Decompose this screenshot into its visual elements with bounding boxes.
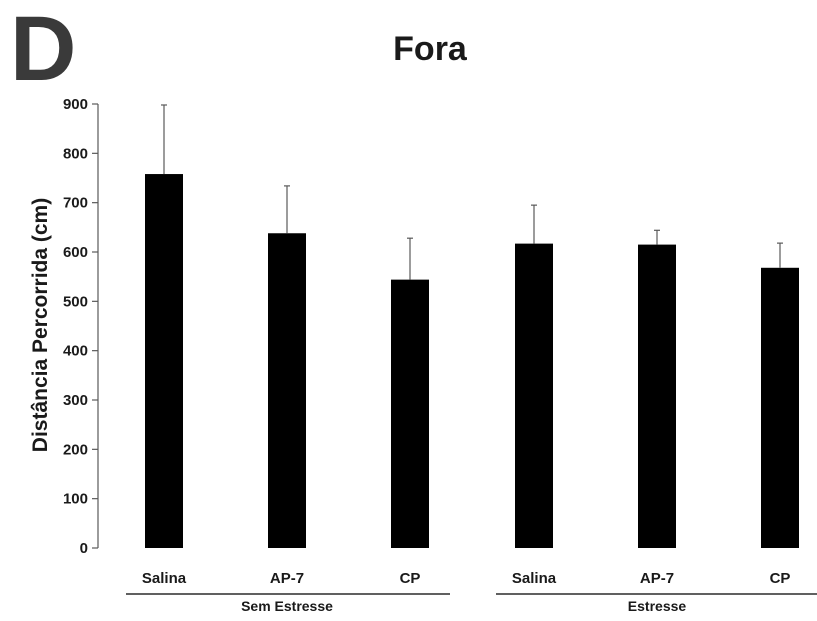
y-tick-label: 900 <box>63 96 88 113</box>
bars <box>145 174 799 548</box>
x-tick-label: AP-7 <box>270 570 304 587</box>
axes: 0 100 200 300 400 500 600 700 800 900 <box>63 96 99 557</box>
y-tick-label: 100 <box>63 491 88 508</box>
panel-letter: D <box>10 0 76 100</box>
error-bars <box>161 104 783 280</box>
bar <box>638 244 676 548</box>
y-tick-label: 400 <box>63 343 88 360</box>
bar <box>145 174 183 548</box>
x-tick-label: CP <box>400 570 421 587</box>
group-labels: Sem Estresse Estresse <box>126 593 817 614</box>
bar <box>391 279 429 548</box>
bar <box>761 267 799 548</box>
y-tick-label: 500 <box>63 293 88 310</box>
bar <box>515 243 553 548</box>
bar <box>268 233 306 548</box>
x-tick-labels: Salina AP-7 CP Salina AP-7 CP <box>142 570 791 587</box>
x-tick-label: Salina <box>512 570 557 587</box>
y-tick-label: 800 <box>63 145 88 162</box>
y-tick-label: 0 <box>80 540 88 557</box>
x-tick-label: Salina <box>142 570 187 587</box>
y-tick-label: 700 <box>63 195 88 212</box>
chart-title: Fora <box>393 30 468 68</box>
y-tick-label: 300 <box>63 392 88 409</box>
y-tick-label: 600 <box>63 244 88 261</box>
y-axis-label: Distância Percorrida (cm) <box>29 198 52 452</box>
y-tick-label: 200 <box>63 441 88 458</box>
x-tick-label: AP-7 <box>640 570 674 587</box>
group-label: Sem Estresse <box>241 598 333 614</box>
group-label: Estresse <box>628 598 687 614</box>
x-tick-label: CP <box>770 570 791 587</box>
